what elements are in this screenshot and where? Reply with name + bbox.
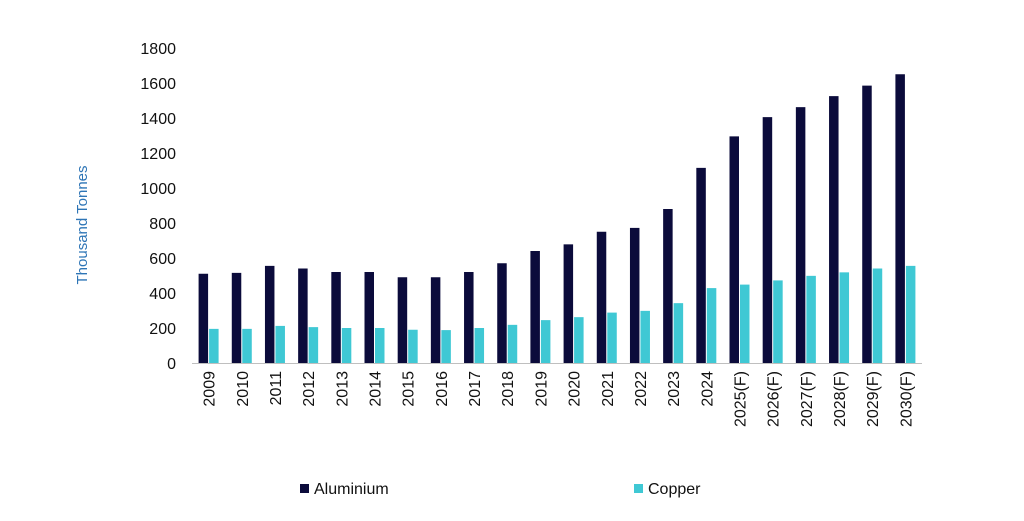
x-tick-label: 2017 (467, 371, 484, 407)
y-tick-label: 600 (149, 251, 176, 268)
bar-copper (441, 330, 451, 363)
bar-aluminium (629, 227, 640, 363)
bar-copper (408, 329, 418, 363)
bar-aluminium (430, 277, 441, 363)
bar-aluminium (663, 209, 673, 363)
x-tick-label: 2022 (633, 371, 650, 407)
bar-copper (905, 265, 916, 363)
legend-label: Copper (648, 481, 701, 498)
bars (198, 74, 916, 364)
x-tick-label: 2018 (500, 371, 517, 407)
bar-aluminium (895, 74, 905, 363)
bar-copper (839, 272, 850, 363)
bar-aluminium (331, 272, 341, 363)
bar-copper (308, 327, 319, 363)
legend: Aluminium Copper (300, 481, 701, 498)
bar-aluminium (198, 273, 209, 363)
bar-aluminium (397, 277, 408, 363)
bar-copper (673, 303, 684, 363)
bar-copper (806, 275, 816, 363)
bar-aluminium (729, 136, 739, 363)
y-tick-label: 1600 (140, 76, 176, 93)
bar-copper (341, 328, 352, 363)
legend-swatch (634, 484, 643, 493)
x-tick-label: 2011 (268, 371, 285, 406)
bar-copper (640, 310, 650, 363)
bar-copper (773, 280, 783, 363)
y-tick-label: 1800 (140, 41, 176, 58)
bar-aluminium (795, 107, 806, 364)
x-tick-label: 2026(F) (766, 371, 783, 427)
legend-swatch (300, 484, 309, 493)
bar-aluminium (862, 85, 872, 363)
x-tick-label: 2025(F) (733, 371, 750, 427)
bar-copper (275, 325, 285, 363)
bar-copper (507, 324, 518, 363)
bar-aluminium (364, 272, 374, 363)
bar-copper (607, 312, 617, 363)
y-tick-label: 200 (149, 321, 176, 338)
x-tick-label: 2020 (567, 371, 584, 407)
bar-copper (242, 328, 252, 363)
x-tick-label: 2014 (368, 371, 385, 407)
x-tick-label: 2027(F) (799, 371, 816, 427)
bar-aluminium (231, 272, 242, 363)
x-tick-label: 2019 (533, 371, 550, 407)
bar-aluminium (264, 265, 275, 363)
x-tick-label: 2016 (434, 371, 451, 407)
y-tick-label: 1200 (140, 146, 176, 163)
bar-aluminium (298, 268, 308, 363)
x-tick-label: 2009 (202, 371, 219, 407)
bar-aluminium (530, 251, 540, 363)
bar-aluminium (696, 167, 706, 363)
bar-aluminium (762, 117, 773, 363)
bar-copper (209, 328, 219, 363)
x-tick-label: 2010 (235, 371, 252, 407)
x-tick-label: 2029(F) (865, 371, 882, 427)
x-axis-ticks: 2009 2010 2011 2012 2013 2014 2015 2016 2017 2018… (202, 371, 916, 427)
y-axis-label: Thousand Tonnes (74, 166, 91, 285)
x-tick-label: 2023 (666, 371, 683, 407)
bar-copper (740, 284, 750, 363)
x-tick-label: 2013 (334, 371, 351, 407)
x-tick-label: 2021 (600, 371, 617, 407)
bar-copper (574, 317, 584, 363)
bar-aluminium (563, 244, 574, 363)
x-tick-label: 2012 (301, 371, 318, 407)
legend-label: Aluminium (314, 481, 389, 498)
y-tick-label: 0 (167, 356, 176, 373)
bar-aluminium (497, 263, 507, 363)
bar-aluminium (829, 96, 839, 363)
bar-copper (474, 328, 485, 363)
x-tick-label: 2030(F) (898, 371, 915, 427)
y-tick-label: 1400 (140, 111, 176, 128)
y-tick-label: 800 (149, 216, 176, 233)
bar-copper (872, 268, 883, 363)
x-tick-label: 2024 (699, 371, 716, 407)
bar-copper (706, 288, 717, 363)
x-tick-label: 2015 (401, 371, 418, 407)
y-tick-label: 400 (149, 286, 176, 303)
bar-copper (540, 320, 551, 363)
bar-aluminium (596, 231, 607, 363)
x-tick-label: 2028(F) (832, 371, 849, 427)
y-tick-label: 1000 (140, 181, 176, 198)
bar-copper (375, 328, 385, 363)
y-axis-ticks: 0 200 400 600 800 1000 1200 1400 1600 1800 (140, 41, 176, 373)
bar-aluminium (464, 272, 474, 363)
